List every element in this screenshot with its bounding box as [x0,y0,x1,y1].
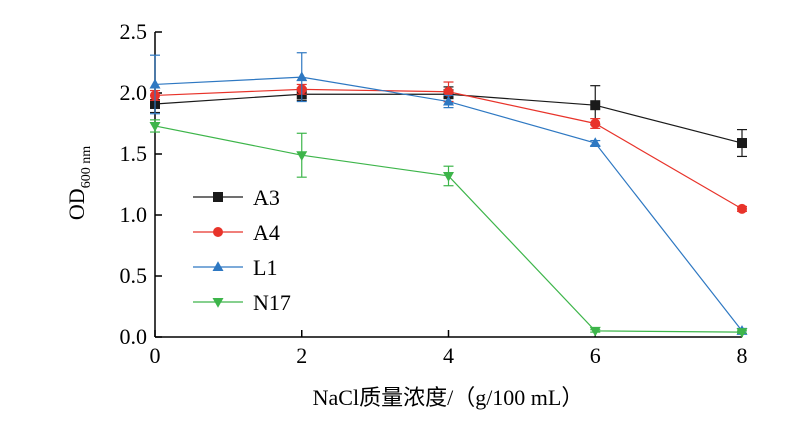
legend-item-n17: N17 [193,290,291,315]
data-point [736,328,748,338]
series-n17 [149,119,748,338]
data-point [737,203,747,214]
axes: 0.0 0.5 1.0 1.5 2.0 2.5 0 2 4 6 8 [120,19,748,368]
series-line [154,125,743,333]
data-point [149,121,161,132]
y-tick-label: 1.0 [120,202,148,227]
data-point [737,138,747,149]
series-line [154,76,743,332]
legend-marker [212,261,224,271]
data-point [296,71,308,82]
legend: A3 A4 L1 N17 [193,185,291,315]
data-point [149,78,161,89]
data-point [589,137,601,148]
x-tick-label: 6 [590,343,601,368]
y-tick-label: 2.5 [120,19,148,44]
x-tick-label: 2 [296,343,307,368]
legend-label: N17 [253,290,291,315]
legend-item-l1: L1 [193,255,277,280]
y-tick-label: 0.0 [120,324,148,349]
x-tick-label: 8 [737,343,748,368]
legend-label: A3 [253,185,280,210]
x-tick-label: 4 [443,343,454,368]
legend-label: L1 [253,255,277,280]
series-a4 [150,81,747,214]
legend-item-a4: A4 [193,220,280,245]
data-point [296,151,308,161]
y-tick-label: 1.5 [120,141,148,166]
series-l1 [149,52,748,335]
y-axis-title-main: OD [64,188,89,220]
legend-label: A4 [253,220,280,245]
x-axis-title: NaCl质量浓度/（g/100 mL） [313,385,584,410]
data-point [590,118,601,129]
y-axis-title-sub: 600 nm [79,146,94,189]
data-point [443,95,454,106]
y-tick-label: 2.0 [120,80,148,105]
legend-marker [213,192,223,202]
data-point [590,100,601,111]
legend-item-a3: A3 [193,185,280,210]
data-point [443,86,454,97]
data-point [443,171,454,182]
legend-marker [213,227,223,237]
x-tick-label: 0 [150,343,161,368]
series-layer [149,52,748,338]
y-tick-label: 0.5 [120,263,148,288]
y-axis-title: OD600 nm [64,146,94,220]
legend-marker [212,298,224,308]
data-point [589,326,601,337]
